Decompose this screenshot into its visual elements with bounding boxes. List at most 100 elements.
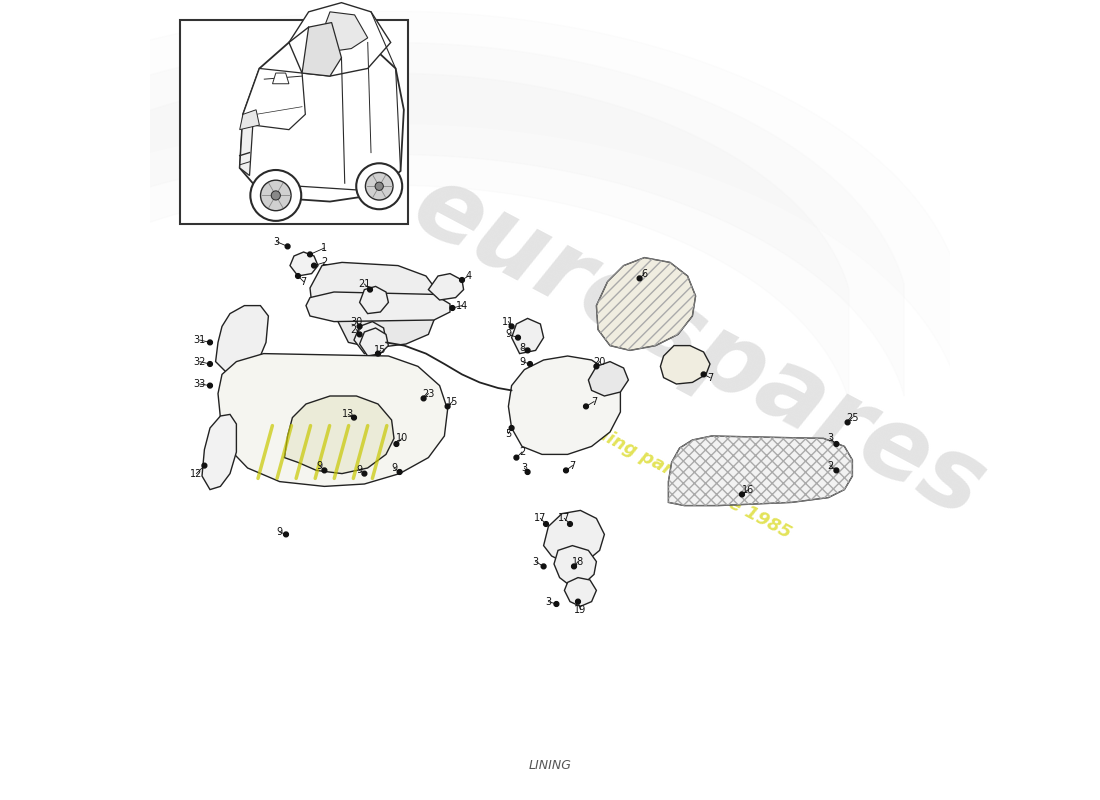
Text: 1: 1 bbox=[321, 243, 328, 253]
Text: 9: 9 bbox=[356, 466, 363, 475]
Circle shape bbox=[261, 180, 292, 210]
Text: 12: 12 bbox=[190, 469, 202, 478]
Polygon shape bbox=[273, 73, 289, 84]
Circle shape bbox=[543, 522, 549, 526]
Circle shape bbox=[541, 564, 546, 569]
Polygon shape bbox=[360, 286, 388, 314]
Polygon shape bbox=[310, 262, 438, 322]
Text: 17: 17 bbox=[535, 514, 547, 523]
Circle shape bbox=[460, 278, 464, 282]
Circle shape bbox=[516, 335, 520, 340]
Circle shape bbox=[421, 396, 426, 401]
Text: 19: 19 bbox=[574, 605, 586, 614]
Circle shape bbox=[563, 468, 569, 473]
Text: 23: 23 bbox=[422, 389, 435, 398]
Circle shape bbox=[525, 470, 530, 474]
Text: 9: 9 bbox=[276, 527, 283, 537]
Text: 33: 33 bbox=[194, 379, 206, 389]
Circle shape bbox=[584, 404, 588, 409]
Text: 17: 17 bbox=[558, 514, 571, 523]
Polygon shape bbox=[512, 318, 543, 354]
Circle shape bbox=[594, 364, 598, 369]
Text: 30: 30 bbox=[350, 317, 363, 326]
Text: 32: 32 bbox=[194, 357, 206, 366]
Circle shape bbox=[528, 362, 532, 366]
Text: 7: 7 bbox=[707, 373, 713, 382]
Circle shape bbox=[834, 468, 839, 473]
Text: 4: 4 bbox=[465, 271, 472, 281]
Text: 3: 3 bbox=[532, 557, 539, 566]
Circle shape bbox=[514, 455, 519, 460]
Polygon shape bbox=[289, 2, 390, 76]
Circle shape bbox=[375, 182, 384, 190]
Polygon shape bbox=[360, 328, 388, 356]
Circle shape bbox=[208, 340, 212, 345]
Circle shape bbox=[834, 442, 839, 446]
Text: 15: 15 bbox=[447, 397, 459, 406]
Polygon shape bbox=[428, 274, 463, 300]
Polygon shape bbox=[669, 436, 852, 506]
Text: 5: 5 bbox=[505, 429, 512, 438]
Circle shape bbox=[322, 468, 327, 473]
Text: 9: 9 bbox=[505, 330, 512, 339]
Text: LINING: LINING bbox=[529, 759, 571, 772]
Circle shape bbox=[739, 492, 745, 497]
Circle shape bbox=[509, 426, 514, 430]
Text: 25: 25 bbox=[846, 413, 859, 422]
Text: 6: 6 bbox=[641, 269, 648, 278]
Circle shape bbox=[568, 522, 572, 526]
Text: 16: 16 bbox=[742, 485, 755, 494]
Bar bbox=[180, 20, 408, 224]
Text: 2: 2 bbox=[519, 447, 525, 457]
Text: 8: 8 bbox=[519, 343, 525, 353]
Circle shape bbox=[251, 170, 301, 221]
Circle shape bbox=[845, 420, 850, 425]
Circle shape bbox=[285, 244, 290, 249]
Circle shape bbox=[352, 415, 356, 420]
Text: 3: 3 bbox=[273, 237, 279, 246]
Text: 22: 22 bbox=[350, 325, 363, 334]
Circle shape bbox=[358, 332, 362, 337]
Text: 7: 7 bbox=[300, 277, 307, 286]
Polygon shape bbox=[240, 110, 260, 130]
Polygon shape bbox=[554, 546, 596, 586]
Circle shape bbox=[296, 274, 300, 278]
Polygon shape bbox=[216, 306, 268, 374]
Text: 14: 14 bbox=[455, 301, 469, 310]
Circle shape bbox=[308, 252, 312, 257]
Text: 15: 15 bbox=[374, 346, 386, 355]
Circle shape bbox=[450, 306, 454, 310]
Circle shape bbox=[575, 599, 581, 604]
Circle shape bbox=[365, 173, 393, 200]
Circle shape bbox=[362, 471, 366, 476]
Polygon shape bbox=[338, 296, 434, 348]
Polygon shape bbox=[302, 22, 341, 76]
Polygon shape bbox=[243, 69, 306, 130]
Text: 11: 11 bbox=[503, 317, 515, 326]
Polygon shape bbox=[660, 346, 710, 384]
Polygon shape bbox=[564, 578, 596, 606]
Polygon shape bbox=[354, 322, 386, 354]
Text: 10: 10 bbox=[396, 434, 408, 443]
Text: 13: 13 bbox=[342, 410, 354, 419]
Polygon shape bbox=[588, 362, 628, 396]
Circle shape bbox=[701, 372, 706, 377]
Polygon shape bbox=[319, 12, 367, 52]
Text: 18: 18 bbox=[572, 557, 584, 566]
Polygon shape bbox=[240, 34, 404, 202]
Text: for finding parts since 1985: for finding parts since 1985 bbox=[538, 394, 794, 542]
Polygon shape bbox=[240, 114, 253, 175]
Polygon shape bbox=[290, 252, 318, 276]
Text: 7: 7 bbox=[591, 397, 597, 406]
Circle shape bbox=[554, 602, 559, 606]
Circle shape bbox=[375, 351, 381, 356]
Circle shape bbox=[509, 324, 514, 329]
Text: 7: 7 bbox=[570, 461, 575, 470]
Text: 31: 31 bbox=[194, 335, 206, 345]
Text: 2: 2 bbox=[827, 461, 833, 470]
Polygon shape bbox=[202, 414, 236, 490]
Text: 3: 3 bbox=[521, 463, 528, 473]
Circle shape bbox=[202, 463, 207, 468]
Circle shape bbox=[394, 442, 399, 446]
Text: 9: 9 bbox=[390, 463, 397, 473]
